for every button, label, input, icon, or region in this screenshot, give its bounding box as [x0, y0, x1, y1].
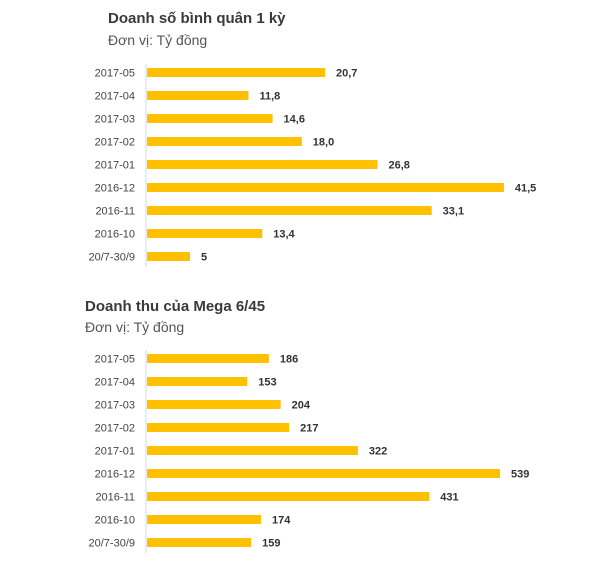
data-label: 20,7 — [336, 68, 357, 80]
bar — [147, 137, 302, 146]
category-tick-label: 2016-11 — [95, 492, 135, 504]
bar — [147, 114, 273, 123]
data-label: 11,8 — [259, 91, 280, 103]
category-tick-label: 2016-10 — [95, 229, 135, 241]
bar — [147, 160, 378, 169]
data-label: 153 — [258, 377, 276, 389]
bar-chart-plot: 2017-05 20,7 2017-04 11,8 2017-03 14,6 2017-02… — [89, 64, 536, 267]
data-label: 13,4 — [273, 229, 295, 241]
category-tick-label: 2017-01 — [95, 160, 135, 172]
data-label: 322 — [369, 446, 387, 458]
data-label: 174 — [272, 515, 291, 527]
bar — [147, 377, 248, 386]
bar — [147, 538, 252, 547]
bar — [147, 423, 290, 432]
bar — [147, 91, 249, 100]
category-tick-label: 2017-01 — [95, 446, 135, 458]
category-tick-label: 2017-02 — [95, 137, 135, 149]
data-label: 26,8 — [388, 160, 409, 172]
data-label: 186 — [280, 354, 298, 366]
category-tick-label: 2016-10 — [95, 515, 135, 527]
category-tick-label: 2017-03 — [95, 400, 135, 412]
data-label: 33,1 — [443, 206, 464, 218]
chart-title: Doanh thu của Mega 6/45 — [85, 298, 266, 315]
chart-title: Doanh số bình quân 1 kỳ — [108, 10, 286, 27]
category-tick-label: 2017-05 — [95, 354, 135, 366]
data-label: 14,6 — [284, 114, 305, 126]
bar — [147, 68, 326, 77]
chart-average-sales: Doanh số bình quân 1 kỳ Đơn vị: Tỷ đồng … — [0, 0, 600, 285]
category-tick-label: 2017-04 — [95, 91, 135, 103]
bar — [147, 400, 281, 409]
data-label: 217 — [300, 423, 318, 435]
data-label: 5 — [201, 252, 207, 264]
bar — [147, 252, 190, 261]
data-label: 431 — [440, 492, 458, 504]
bar — [147, 492, 430, 501]
data-label: 18,0 — [313, 137, 334, 149]
category-tick-label: 2016-11 — [95, 206, 135, 218]
bar — [147, 515, 261, 524]
bar — [147, 469, 501, 478]
data-label: 539 — [511, 469, 529, 481]
chart-unit-subtitle: Đơn vị: Tỷ đồng — [108, 32, 208, 48]
category-tick-label: 2017-04 — [95, 377, 135, 389]
category-tick-label: 2017-03 — [95, 114, 135, 126]
bar — [147, 229, 263, 238]
data-label: 41,5 — [515, 183, 536, 195]
chart-mega-revenue: Doanh thu của Mega 6/45 Đơn vị: Tỷ đồng … — [0, 290, 600, 575]
data-label: 159 — [262, 538, 280, 550]
category-tick-label: 20/7-30/9 — [89, 538, 135, 550]
bar — [147, 183, 504, 192]
category-tick-label: 2016-12 — [95, 469, 135, 481]
bar-chart-plot: 2017-05 186 2017-04 153 2017-03 204 2017-02 217… — [89, 350, 529, 553]
bar — [147, 446, 358, 455]
category-tick-label: 2017-05 — [95, 68, 135, 80]
chart-unit-subtitle: Đơn vị: Tỷ đồng — [85, 319, 185, 335]
bar — [147, 354, 269, 363]
category-tick-label: 2017-02 — [95, 423, 135, 435]
data-label: 204 — [292, 400, 311, 412]
category-tick-label: 20/7-30/9 — [89, 252, 135, 264]
bar — [147, 206, 432, 215]
category-tick-label: 2016-12 — [95, 183, 135, 195]
